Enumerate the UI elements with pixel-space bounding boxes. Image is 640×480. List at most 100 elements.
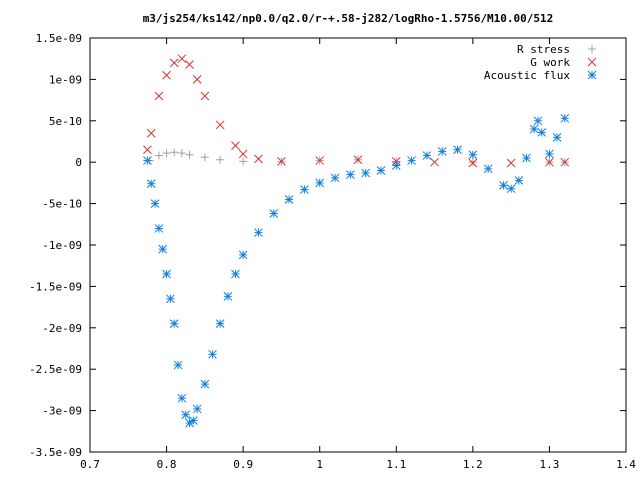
y-tick-label: -2e-09: [42, 322, 82, 335]
data-point: [169, 319, 179, 329]
data-point: [353, 155, 363, 165]
data-point: [185, 150, 194, 159]
ticks-group: 0.7 0.8 0.9 1 1.1 1.2 1.3 1.4 -3.5e-09 -3e-09 -2.5…: [29, 32, 636, 471]
data-point: [277, 157, 286, 166]
series-2: [143, 113, 570, 428]
data-point: [200, 91, 210, 101]
legend-marker: [587, 70, 597, 80]
legend-marker: [587, 57, 597, 67]
legend-marker: [588, 45, 596, 53]
x-tick-label: 1.4: [616, 458, 636, 471]
data-point: [300, 185, 309, 194]
data-point: [192, 404, 202, 414]
data-point: [162, 149, 171, 158]
x-tick-label: 0.9: [233, 458, 253, 471]
data-point: [146, 128, 156, 138]
series-1: [143, 54, 570, 168]
legend-label: R stress: [517, 43, 570, 56]
x-tick-label: 1: [316, 458, 323, 471]
data-point: [514, 176, 524, 185]
y-tick-label: 1e-09: [49, 73, 82, 86]
data-point: [560, 113, 570, 123]
data-point: [376, 166, 386, 175]
data-point: [170, 148, 179, 157]
y-tick-label: -1.5e-09: [29, 280, 82, 293]
legend-label: G work: [530, 56, 570, 69]
data-point: [391, 161, 401, 170]
data-point: [223, 291, 233, 301]
series-group: [143, 54, 570, 428]
data-point: [315, 156, 325, 165]
data-point: [154, 91, 164, 101]
data-point: [430, 157, 439, 167]
data-point: [189, 416, 198, 425]
data-point: [537, 128, 547, 137]
data-point: [522, 153, 531, 163]
data-point: [315, 178, 325, 188]
y-tick-label: -3.5e-09: [29, 446, 82, 459]
data-point: [254, 228, 263, 237]
data-point: [162, 70, 171, 80]
y-tick-label: -2.5e-09: [29, 363, 82, 376]
y-tick-label: 0: [75, 156, 82, 169]
data-point: [154, 151, 163, 160]
data-point: [239, 157, 248, 166]
data-point: [437, 147, 447, 156]
data-point: [254, 154, 263, 164]
data-point: [150, 199, 160, 208]
data-point: [143, 156, 152, 165]
chart-title: m3/js254/ks142/np0.0/q2.0/r-+.58-j282/lo…: [143, 12, 554, 25]
data-point: [143, 145, 152, 155]
y-tick-label: 5e-10: [49, 115, 82, 128]
x-tick-label: 0.7: [80, 458, 100, 471]
data-point: [284, 195, 294, 204]
data-point: [545, 157, 554, 167]
data-point: [200, 379, 210, 389]
data-point: [345, 170, 355, 179]
data-point: [215, 319, 225, 329]
data-point: [177, 54, 187, 64]
data-point: [468, 158, 478, 168]
data-point: [185, 60, 194, 69]
data-point: [422, 151, 432, 160]
data-point: [529, 124, 539, 134]
data-point: [169, 58, 179, 68]
data-point: [154, 224, 164, 233]
data-point: [453, 145, 462, 155]
x-tick-label: 1.2: [463, 458, 483, 471]
data-point: [545, 149, 554, 159]
data-point: [192, 75, 202, 84]
data-point: [552, 133, 562, 142]
data-point: [177, 393, 187, 403]
data-point: [200, 153, 209, 162]
data-point: [468, 150, 478, 160]
data-point: [468, 158, 477, 167]
data-point: [208, 349, 217, 359]
data-point: [162, 269, 171, 279]
data-point: [181, 410, 191, 420]
data-point: [238, 250, 248, 260]
y-tick-label: 1.5e-09: [36, 32, 82, 45]
x-tick-label: 0.8: [157, 458, 177, 471]
y-tick-label: -5e-10: [42, 198, 82, 211]
data-point: [533, 116, 543, 126]
y-tick-label: -3e-09: [42, 405, 82, 418]
data-point: [166, 294, 175, 304]
y-tick-label: -1e-09: [42, 239, 82, 252]
x-tick-label: 1.3: [539, 458, 559, 471]
data-point: [216, 155, 225, 164]
x-tick-label: 1.1: [386, 458, 406, 471]
data-point: [391, 157, 401, 166]
data-point: [231, 141, 240, 150]
data-point: [330, 173, 340, 183]
data-point: [146, 179, 156, 189]
data-point: [177, 149, 186, 158]
data-point: [407, 156, 416, 165]
data-point: [269, 209, 279, 218]
data-point: [361, 168, 371, 178]
data-point: [499, 181, 508, 190]
data-point: [560, 157, 570, 167]
